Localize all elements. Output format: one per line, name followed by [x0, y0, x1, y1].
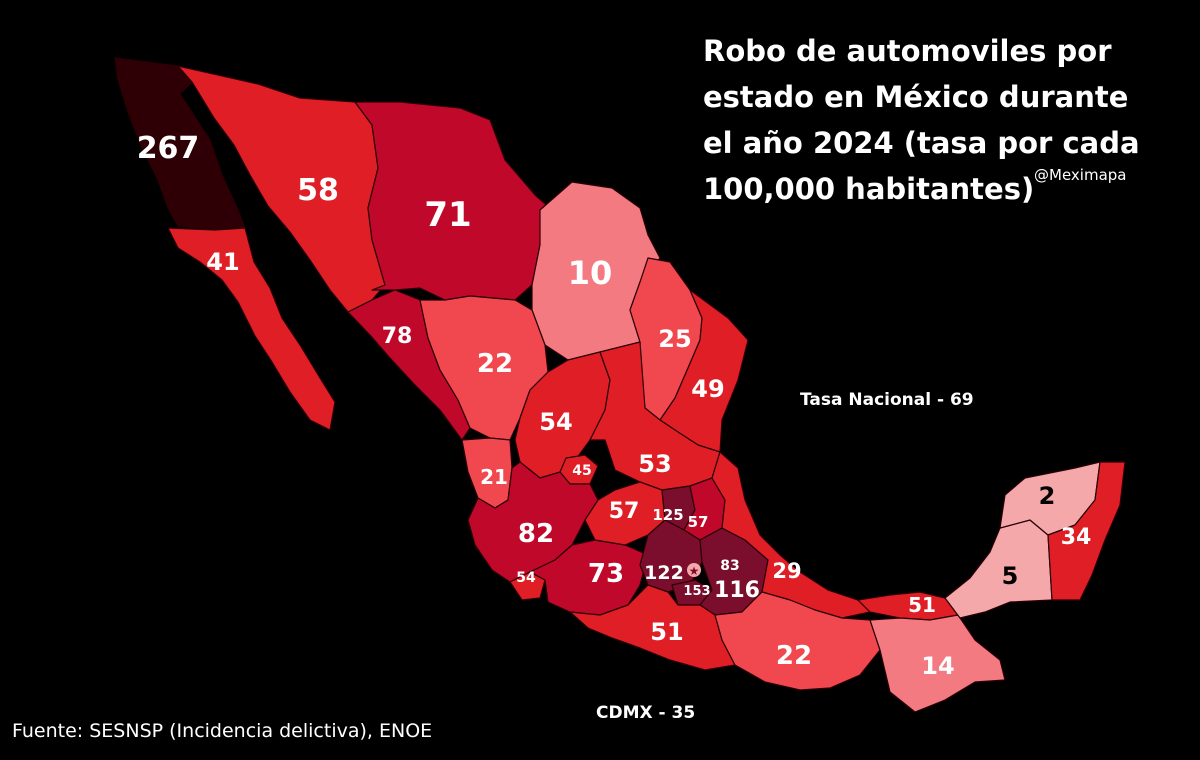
- label-sonora: 58: [297, 173, 339, 208]
- label-puebla: 116: [714, 578, 760, 603]
- cdmx-rate-label: CDMX - 35: [596, 703, 696, 723]
- label-jalisco: 82: [518, 519, 554, 549]
- label-durango: 22: [477, 349, 513, 379]
- label-tlaxcala: 83: [720, 558, 739, 574]
- label-hidalgo: 57: [688, 513, 709, 531]
- label-san-luis-potosi: 53: [638, 450, 671, 478]
- label-colima: 54: [516, 570, 536, 586]
- state-chiapas: [869, 614, 1006, 713]
- label-coahuila: 10: [568, 254, 613, 292]
- cdmx-star-icon: ★: [689, 564, 700, 578]
- label-baja-california: 267: [137, 131, 200, 166]
- source-note: Fuente: SESNSP (Incidencia delictiva), E…: [12, 720, 433, 742]
- national-rate-label: Tasa Nacional - 69: [800, 390, 974, 410]
- state-colima: [509, 571, 546, 601]
- label-queretaro: 125: [652, 506, 683, 524]
- label-guanajuato: 57: [609, 499, 640, 524]
- label-quintana-roo: 34: [1061, 525, 1092, 550]
- cdmx-marker: [687, 563, 701, 577]
- label-nuevo-leon: 25: [658, 325, 691, 353]
- label-veracruz: 29: [772, 559, 801, 583]
- label-nayarit: 21: [480, 465, 508, 489]
- label-estado-de-mexico: 122: [644, 562, 684, 584]
- label-tabasco: 51: [908, 593, 936, 617]
- label-baja-california-sur: 41: [206, 248, 239, 276]
- label-guerrero: 51: [650, 618, 683, 646]
- map-title: Robo de automoviles por estado en México…: [703, 34, 1140, 206]
- label-oaxaca: 22: [776, 641, 812, 671]
- label-campeche: 5: [1002, 562, 1019, 590]
- label-zacatecas: 54: [539, 408, 572, 436]
- label-tamaulipas: 49: [691, 375, 724, 403]
- author-handle: @Meximapa: [1034, 166, 1127, 184]
- label-chihuahua: 71: [424, 195, 471, 235]
- label-yucatan: 2: [1039, 482, 1056, 510]
- state-campeche: [944, 519, 1053, 619]
- label-aguascalientes: 45: [572, 463, 591, 479]
- state-quintana-roo: [1047, 461, 1126, 601]
- label-chiapas: 14: [921, 652, 954, 680]
- label-sinaloa: 78: [382, 324, 413, 349]
- label-morelos: 153: [683, 584, 710, 599]
- label-michoacan: 73: [588, 559, 624, 589]
- state-baja-california-sur: [167, 227, 336, 431]
